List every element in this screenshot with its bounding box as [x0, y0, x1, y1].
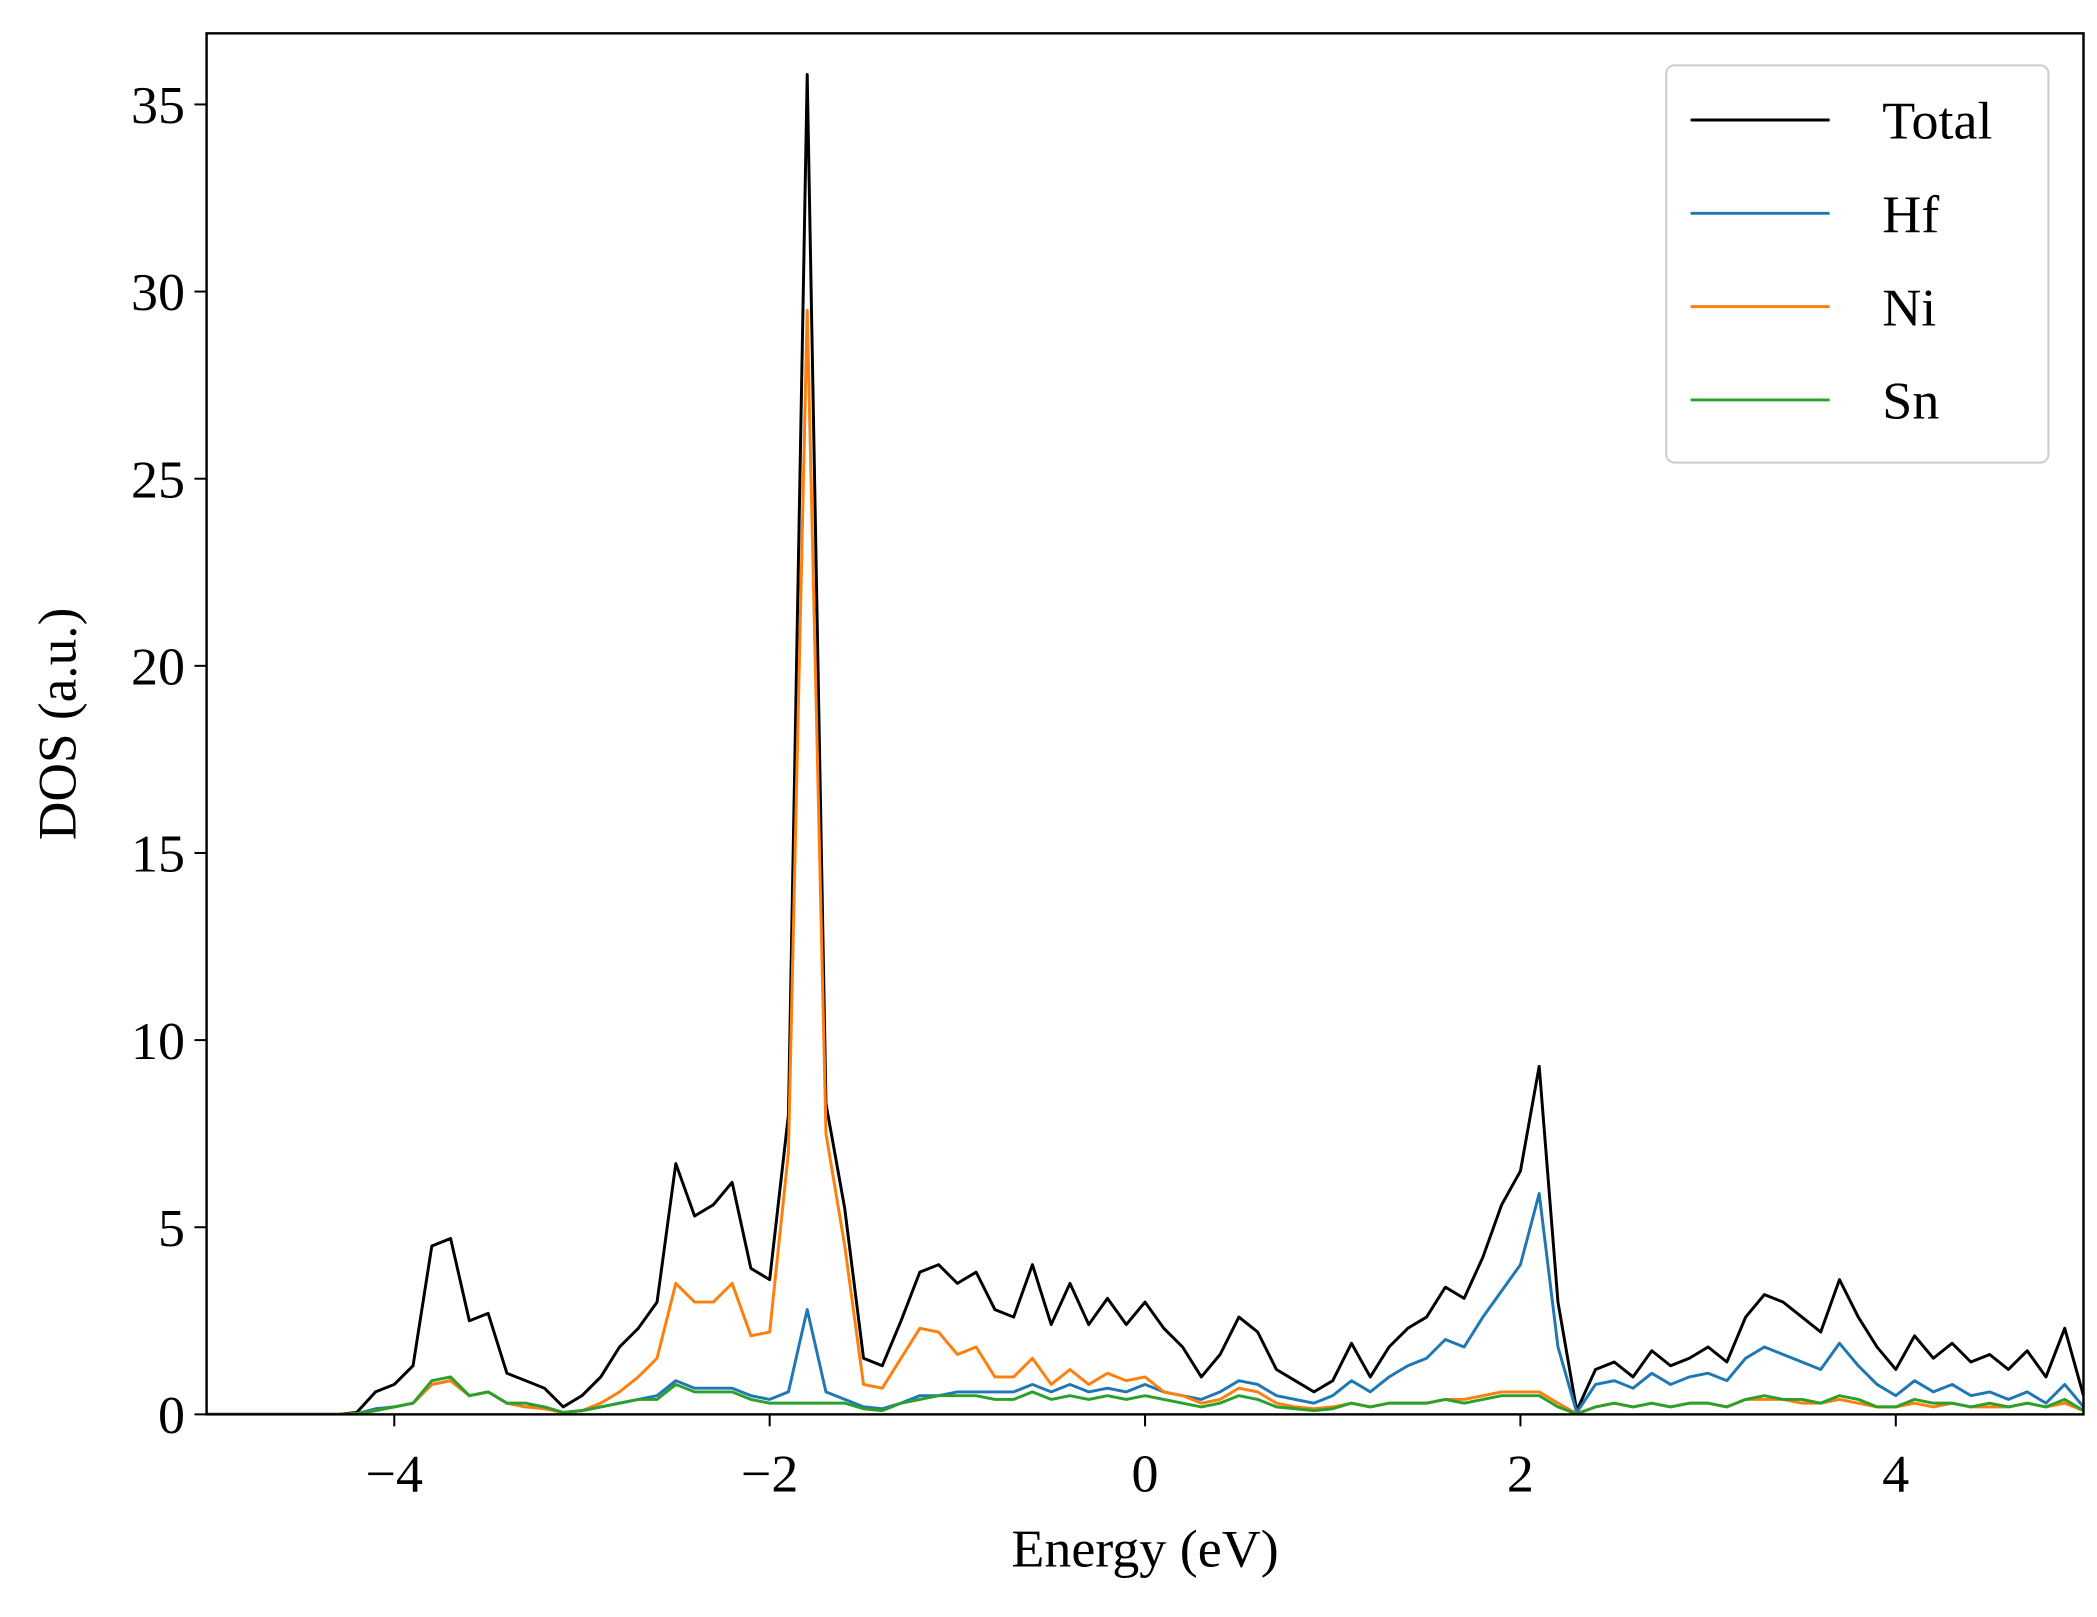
x-tick-label: 0 — [1132, 1444, 1159, 1504]
y-axis-label: DOS (a.u.) — [27, 608, 87, 840]
x-axis-label: Energy (eV) — [1011, 1519, 1278, 1579]
y-tick-label: 5 — [158, 1198, 185, 1258]
series-line — [206, 73, 2084, 1415]
y-tick-label: 10 — [131, 1011, 185, 1071]
y-tick-label: 20 — [131, 637, 185, 697]
x-tick-label: −4 — [366, 1444, 423, 1504]
series-line — [206, 1375, 2084, 1415]
x-tick-label: −2 — [741, 1444, 798, 1504]
plot-frame — [205, 32, 2085, 1416]
y-tick-label: 30 — [131, 263, 185, 323]
y-tick-label: 25 — [131, 450, 185, 510]
x-tick-label: 4 — [1882, 1444, 1909, 1504]
legend-label: Hf — [1882, 184, 1939, 244]
legend-box — [1665, 64, 2050, 464]
series-line — [206, 308, 2084, 1415]
legend-label: Sn — [1882, 371, 1939, 431]
x-tick-label: 2 — [1507, 1444, 1534, 1504]
legend-label: Ni — [1882, 278, 1936, 338]
y-tick-label: 15 — [131, 824, 185, 884]
y-tick-label: 0 — [158, 1385, 185, 1445]
y-tick-label: 35 — [131, 75, 185, 135]
legend-label: Total — [1882, 91, 1992, 151]
